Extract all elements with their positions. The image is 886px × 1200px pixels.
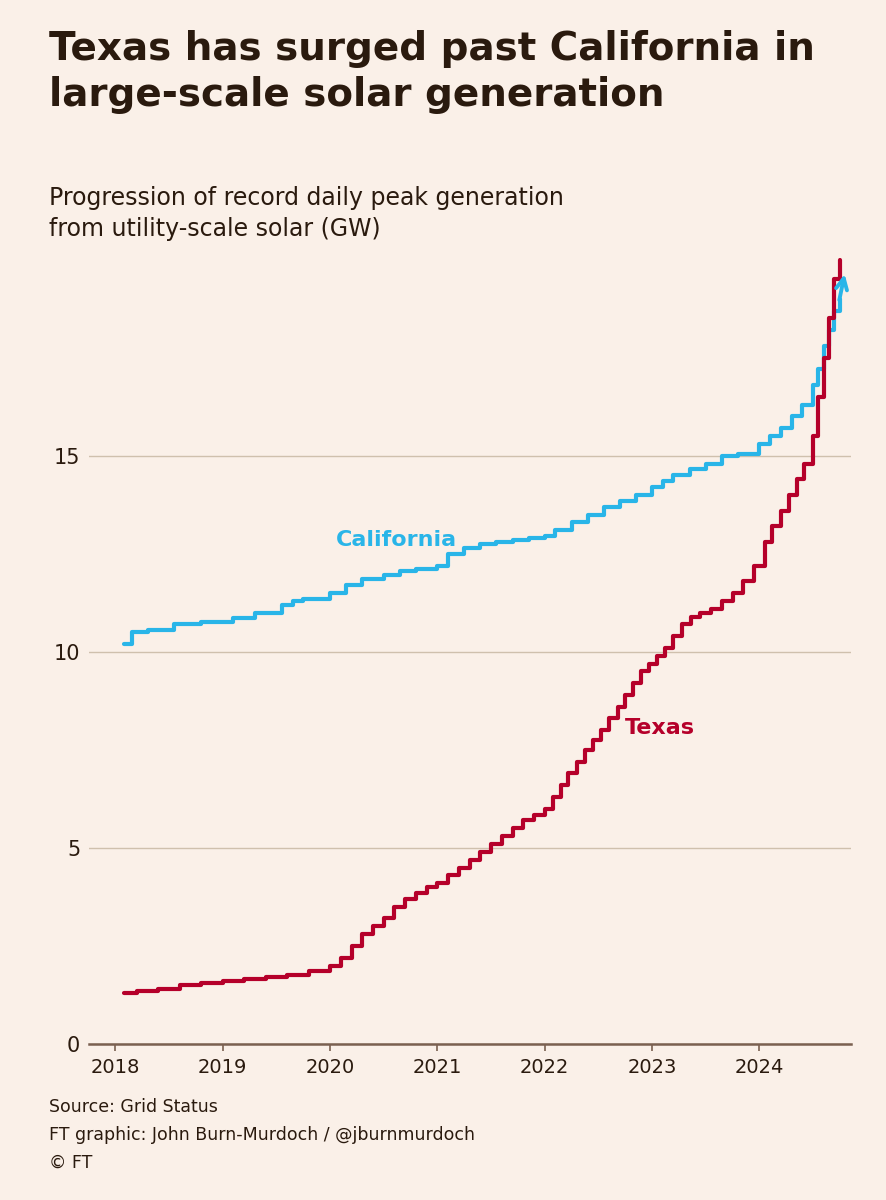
- Text: Texas: Texas: [626, 718, 696, 738]
- Text: Progression of record daily peak generation
from utility-scale solar (GW): Progression of record daily peak generat…: [49, 186, 563, 241]
- Text: Texas has surged past California in
large-scale solar generation: Texas has surged past California in larg…: [49, 30, 814, 114]
- Text: California: California: [336, 530, 456, 550]
- Text: Source: Grid Status
FT graphic: John Burn-Murdoch / @jburnmurdoch
© FT: Source: Grid Status FT graphic: John Bur…: [49, 1098, 475, 1171]
